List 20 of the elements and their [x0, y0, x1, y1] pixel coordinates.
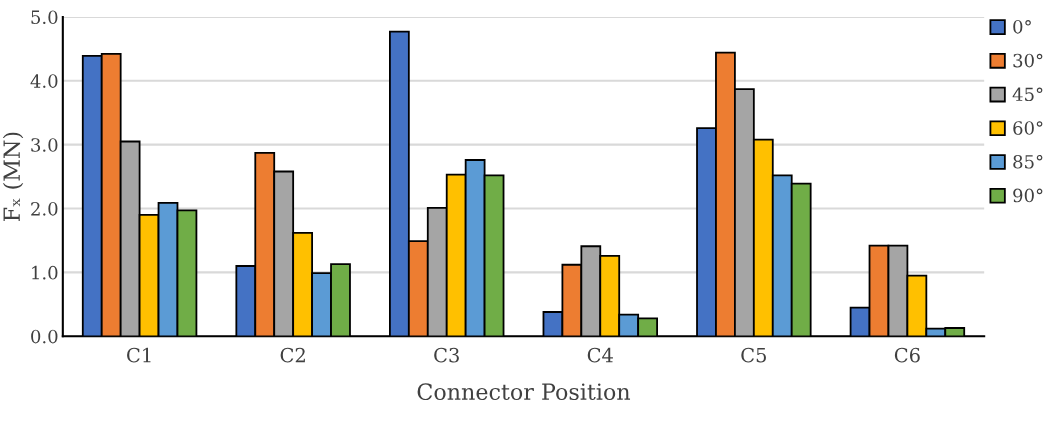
- y-tick-label: 3.0: [31, 138, 58, 152]
- legend-label: 30°: [1013, 53, 1043, 68]
- legend-label: 85°: [1013, 154, 1043, 169]
- y-axis-title: Fₓ (MN): [2, 132, 24, 222]
- legend-label: 60°: [1013, 121, 1043, 135]
- y-tick-label: 4.0: [30, 74, 58, 88]
- legend-label: 90°: [1013, 188, 1043, 203]
- y-tick-label: 2.0: [31, 202, 58, 216]
- legend-label: 0°: [1013, 20, 1031, 34]
- x-axis-title: Connector Position: [417, 383, 631, 401]
- x-tick-label: C4: [587, 347, 613, 363]
- x-tick-label: C3: [434, 347, 459, 363]
- x-tick-label: C5: [741, 347, 766, 363]
- y-tick-label: 5.0: [31, 10, 58, 25]
- y-tick-label: 1.0: [32, 265, 58, 280]
- legend-label: 45°: [1012, 87, 1043, 102]
- y-tick-label: 0.0: [31, 329, 58, 344]
- x-tick-label: C1: [127, 347, 151, 363]
- x-tick-label: C2: [280, 347, 305, 363]
- x-tick-label: C6: [894, 347, 920, 363]
